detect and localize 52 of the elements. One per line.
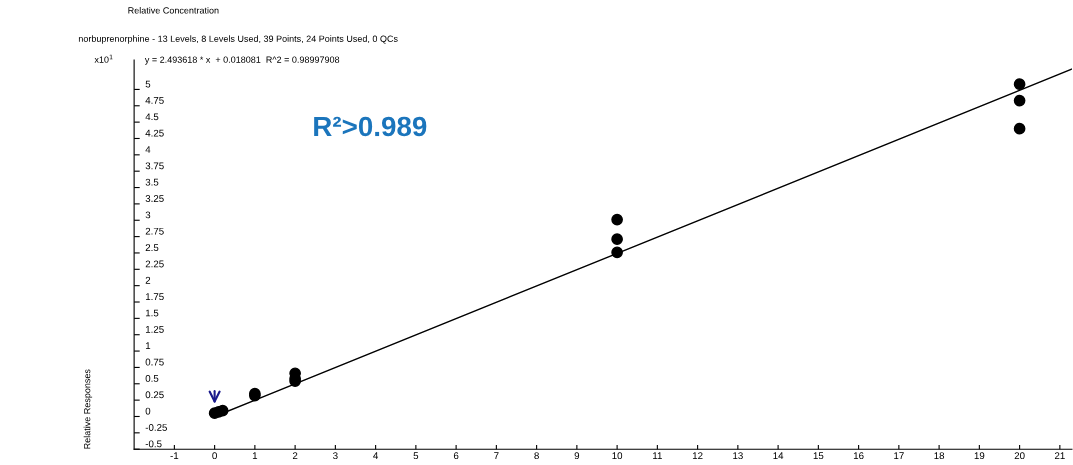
y-tick-label: 3.75 [145, 162, 164, 170]
x-tick-label: 8 [534, 452, 539, 460]
x-tick-label: 16 [853, 452, 864, 460]
y-tick-label: -0.25 [145, 424, 167, 431]
y-tick-label: 1.5 [145, 309, 159, 317]
annotation: R²>0.989 [314, 116, 427, 137]
x-tick-label: 1 [252, 452, 258, 460]
x-tick-label: 7 [494, 452, 499, 460]
y-tick-label: 2.75 [145, 227, 164, 235]
y-tick-label: 2 [145, 276, 151, 284]
y-tick-label: 4.75 [145, 97, 164, 104]
x-tick-label: 2 [292, 452, 298, 460]
x-tick-label: 14 [773, 452, 784, 460]
y-tick-label: 1.25 [145, 325, 164, 333]
x-tick-label: 5 [413, 452, 419, 460]
y-tick-label: 3 [145, 211, 151, 219]
x-tick-label: 20 [1014, 452, 1025, 460]
x-tick-label: 21 [1054, 452, 1065, 460]
y-tick-label: 5 [145, 80, 151, 88]
y-tick-label: 3.5 [145, 178, 159, 186]
x-tick-label: 11 [653, 452, 662, 460]
y-tick-label: 1 [145, 342, 151, 350]
annotation: y = 2.493618 * x + 0.018081 R^2 = 0.98997908 [144, 56, 340, 65]
y-tick-label: 2.25 [145, 260, 164, 268]
x-tick-label: 12 [692, 452, 703, 460]
x-tick-label: 18 [934, 452, 945, 460]
x-tick-label: 9 [574, 452, 580, 460]
x-tick-label: 10 [612, 452, 623, 460]
y-tick-label: 0.25 [145, 391, 164, 399]
y-tick-label: 4.25 [145, 129, 164, 137]
x-tick-label: -1 [170, 452, 179, 460]
text: Relative Concentration [128, 6, 219, 14]
text: Relative Responses [83, 369, 93, 449]
text: x10$^{1}$ [94, 54, 113, 63]
x-tick-label: 13 [733, 452, 743, 460]
y-tick-label: 4.5 [145, 113, 159, 121]
y-tick-label: 1.75 [145, 293, 164, 301]
x-tick-label: 6 [453, 452, 459, 460]
y-tick-label: 0.75 [145, 358, 164, 366]
x-tick-label: 3 [333, 452, 338, 460]
y-tick-label: 0.5 [145, 374, 159, 382]
x-tick-label: 19 [974, 452, 985, 460]
y-tick-label: 3.25 [145, 195, 164, 202]
x-tick-label: 4 [373, 452, 379, 460]
chart-title: norbuprenorphine - 13 Levels, 8 Levels Used, 39 Points, 24 Points Used, 0 QCs [78, 35, 398, 44]
y-tick-label: 2.5 [145, 244, 159, 252]
x-tick-label: 15 [813, 452, 824, 460]
x-tick-label: 0 [212, 452, 217, 460]
y-tick-label: 4 [145, 146, 151, 153]
x-tick-label: 17 [894, 452, 904, 460]
y-tick-label: 0 [145, 407, 151, 415]
y-tick-label: -0.5 [145, 440, 162, 448]
